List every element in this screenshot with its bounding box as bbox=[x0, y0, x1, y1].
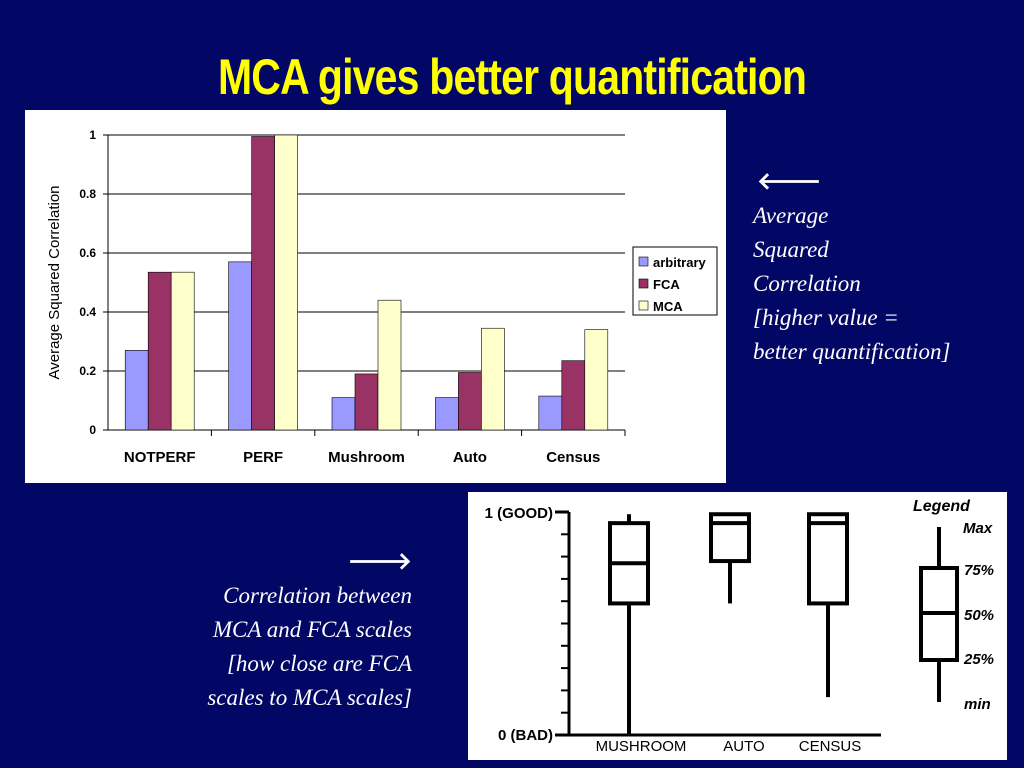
legend-swatch bbox=[638, 300, 649, 311]
legend-swatch bbox=[638, 256, 649, 267]
y-bottom-label: 0 (BAD) bbox=[498, 727, 553, 744]
x-tick-label: Census bbox=[546, 449, 600, 466]
y-tick-label: 1 bbox=[89, 128, 96, 142]
bar-mca bbox=[170, 271, 195, 431]
x-tick-label: AUTO bbox=[723, 738, 764, 755]
box-iqr bbox=[807, 512, 849, 606]
bar-fca bbox=[147, 271, 172, 431]
legend-label: Max bbox=[963, 520, 993, 537]
legend-label: 75% bbox=[964, 562, 994, 579]
note-line: Correlation between bbox=[223, 583, 412, 608]
legend-label: MCA bbox=[653, 299, 683, 314]
bar-arbitrary bbox=[538, 395, 563, 431]
bar-mca bbox=[377, 299, 402, 431]
box-plot-panel: 1 (GOOD) 0 (BAD) MUSHROOM AUTO CENSUS Legend M… bbox=[468, 492, 1007, 760]
note-line: Correlation bbox=[753, 271, 861, 296]
legend-label: min bbox=[964, 696, 991, 713]
bar-fca bbox=[251, 136, 275, 431]
left-arrow-icon: 🡐 bbox=[757, 169, 822, 195]
bar-arbitrary bbox=[435, 397, 459, 431]
x-tick-label: MUSHROOM bbox=[596, 738, 687, 755]
y-tick-label: 0.6 bbox=[79, 246, 96, 260]
bar-mca bbox=[481, 327, 505, 431]
legend-label: arbitrary bbox=[653, 255, 707, 270]
bar-fca bbox=[561, 360, 586, 431]
note-line: MCA and FCA scales bbox=[212, 617, 412, 642]
bar-arbitrary bbox=[228, 261, 252, 431]
box-plot: 1 (GOOD) 0 (BAD) MUSHROOM AUTO CENSUS Legend M… bbox=[485, 498, 994, 755]
y-tick-label: 0 bbox=[89, 423, 96, 437]
bar-chart: 0 0.2 0.4 0.6 0.8 1 Average Squared Correlatio… bbox=[46, 128, 718, 466]
x-tick-label: CENSUS bbox=[799, 738, 862, 755]
y-top-label: 1 (GOOD) bbox=[485, 505, 553, 522]
bar-fca bbox=[354, 373, 379, 431]
bar-mca bbox=[584, 329, 609, 431]
x-tick-label: Auto bbox=[453, 449, 487, 466]
x-tick-label: NOTPERF bbox=[124, 449, 196, 466]
note-line: Average bbox=[753, 203, 829, 228]
legend-swatch bbox=[638, 278, 649, 289]
box-chart-note: 🡒 Correlation between MCA and FCA scales… bbox=[140, 545, 412, 715]
bar-arbitrary bbox=[124, 350, 149, 431]
box-auto bbox=[709, 512, 751, 604]
note-line: better quantification] bbox=[753, 339, 951, 364]
right-arrow-icon: 🡒 bbox=[347, 549, 412, 575]
bar-chart-panel: 0 0.2 0.4 0.6 0.8 1 Average Squared Correlatio… bbox=[25, 110, 726, 483]
y-tick-label: 0.2 bbox=[79, 364, 96, 378]
note-line: [how close are FCA bbox=[226, 651, 412, 676]
x-tick-label: Mushroom bbox=[328, 449, 405, 466]
legend-label: FCA bbox=[653, 277, 680, 292]
legend-title: Legend bbox=[913, 498, 971, 515]
note-line: Squared bbox=[753, 237, 829, 262]
box-census bbox=[807, 512, 849, 698]
x-tick-label: PERF bbox=[243, 449, 283, 466]
legend-label: 25% bbox=[963, 651, 994, 668]
note-line: [higher value = bbox=[753, 305, 899, 330]
bar-fca bbox=[458, 372, 482, 431]
note-line: scales to MCA scales] bbox=[207, 685, 412, 710]
bar-chart-note: 🡐 Average Squared Correlation [higher va… bbox=[753, 165, 1018, 369]
legend-label: 50% bbox=[964, 607, 994, 624]
bar-mca bbox=[274, 134, 298, 431]
y-tick-label: 0.4 bbox=[79, 305, 96, 319]
y-axis-label: Average Squared Correlation bbox=[46, 185, 63, 379]
bar-arbitrary bbox=[331, 397, 356, 431]
box-mushroom bbox=[608, 514, 650, 735]
slide-title: MCA gives better quantification bbox=[217, 49, 807, 105]
y-tick-label: 0.8 bbox=[79, 187, 96, 201]
